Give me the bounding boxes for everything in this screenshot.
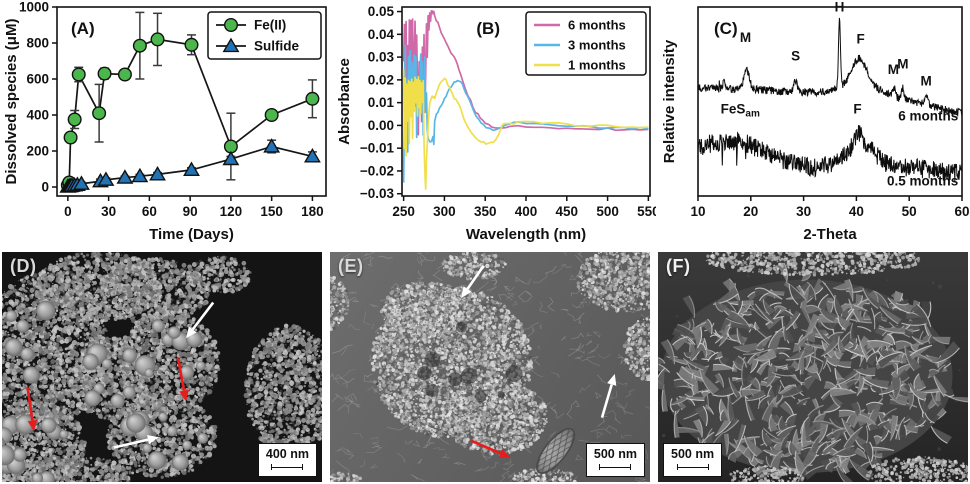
- y-tick-label: 0.02: [368, 72, 394, 87]
- scale-bar-line-e: [599, 464, 632, 470]
- xrd-trace-6 months: [697, 17, 963, 118]
- peak-annotation: FeSam: [721, 102, 760, 120]
- scale-bar-text-e: 500 nm: [593, 447, 637, 462]
- panel-e-sem-image: (E) 500 nm: [330, 252, 650, 482]
- panel-b-absorbance-chart: 250 300 350 400 450 500 550 −0.03 −0.02 −0.01 0.00…: [336, 0, 656, 246]
- white-annotation-arrow: [186, 301, 215, 339]
- y-tick-label: 600: [26, 72, 49, 87]
- scale-bar-line-d: [271, 464, 304, 470]
- y-tick-label: −0.02: [360, 163, 394, 178]
- panel-label-f: (F): [666, 256, 691, 276]
- peak-annotation: H: [835, 0, 845, 15]
- panel-letter-b: (B): [476, 19, 500, 38]
- y-tick-label: 0.05: [368, 4, 395, 19]
- plot-frame: [697, 6, 963, 197]
- y-axis-title: Dissolved species (μM): [3, 19, 20, 185]
- dissolved-species-plot: 0 30 60 90 120 150 180 0 200 400 600 800 1000 Time (D…: [3, 0, 327, 243]
- x-tick-label: 0: [64, 204, 72, 219]
- legend-label: Fe(II): [254, 18, 286, 33]
- white-annotation-arrow: [113, 434, 159, 449]
- peak-annotation: S: [791, 49, 800, 64]
- peak-annotation: M: [920, 73, 931, 88]
- x-tick-label: 30: [796, 204, 811, 219]
- x-tick-label: 40: [849, 204, 864, 219]
- spectrum-1 months: [402, 68, 649, 191]
- panel-d-sem-image: (D) 400 nm: [2, 252, 322, 482]
- panel-letter-c: (C): [714, 19, 738, 38]
- x-tick-label: 300: [433, 204, 456, 219]
- x-tick-label: 450: [556, 204, 579, 219]
- x-axis-title: Wavelength (nm): [466, 226, 586, 243]
- panel-f-sem-image: (F) 500 nm: [658, 252, 968, 482]
- xrd-pattern-plot: 10 20 30 40 50 60 2-Theta Relative intensity (C)…: [661, 0, 970, 243]
- x-tick-label: 60: [954, 204, 969, 219]
- red-annotation-arrow: [470, 439, 511, 458]
- legend-b: 6 months 3 months 1 months: [525, 11, 647, 76]
- x-tick-label: 10: [690, 204, 705, 219]
- x-tick-label: 30: [101, 204, 116, 219]
- panel-label-d: (D): [10, 256, 37, 276]
- annotation-arrows-e: [461, 265, 617, 458]
- y-tick-label: 1000: [19, 0, 49, 15]
- y-tick-label: 0.00: [368, 118, 394, 133]
- y-axis-title: Relative intensity: [661, 39, 678, 163]
- peak-annotation: F: [853, 102, 861, 117]
- y-tick-label: 200: [26, 144, 49, 159]
- legend-a: Fe(II) Sulfide: [207, 11, 322, 60]
- peak-annotation: M: [740, 30, 751, 45]
- red-annotation-arrow: [176, 357, 189, 402]
- panel-c-xrd-chart: 10 20 30 40 50 60 2-Theta Relative intensity (C)…: [658, 0, 970, 246]
- y-tick-label: 0.04: [368, 27, 395, 42]
- legend-label: 6 months: [568, 18, 626, 33]
- absorbance-spectra-plot: 250 300 350 400 450 500 550 −0.03 −0.02 −0.01 0.00…: [336, 4, 656, 243]
- series-Sulfide: [59, 138, 321, 193]
- scale-bar-d: 400 nm: [257, 443, 317, 477]
- scale-bar-e: 500 nm: [585, 443, 645, 477]
- x-tick-label: 120: [220, 204, 243, 219]
- peak-annotation: M: [897, 56, 908, 71]
- legend-label: 3 months: [568, 38, 626, 53]
- y-tick-label: −0.03: [360, 186, 395, 201]
- plot-frame: [56, 6, 327, 197]
- x-tick-label: 180: [301, 204, 324, 219]
- y-axis-title: Absorbance: [336, 58, 353, 145]
- x-axis-title: Time (Days): [149, 226, 234, 243]
- y-tick-label: −0.01: [360, 141, 395, 156]
- scale-bar-text-d: 400 nm: [265, 447, 309, 462]
- trace-name-label: 0.5 months: [887, 174, 958, 189]
- y-tick-label: 800: [26, 36, 49, 51]
- panel-a-dissolved-species-chart: 0 30 60 90 120 150 180 0 200 400 600 800 1000 Time (D…: [0, 0, 332, 246]
- annotation-arrows-d: [26, 301, 215, 449]
- y-tick-label: 0: [41, 180, 49, 195]
- x-tick-label: 400: [515, 204, 538, 219]
- x-tick-label: 60: [142, 204, 157, 219]
- x-axis-title: 2-Theta: [803, 226, 857, 243]
- x-tick-label: 250: [392, 204, 415, 219]
- y-tick-label: 0.01: [368, 95, 395, 110]
- x-tick-label: 90: [183, 204, 198, 219]
- white-annotation-arrow: [461, 265, 485, 298]
- y-tick-label: 0.03: [368, 50, 395, 65]
- x-tick-label: 50: [902, 204, 917, 219]
- panel-label-e: (E): [338, 256, 364, 276]
- scale-bar-text-f: 500 nm: [671, 447, 715, 462]
- peak-annotation: M: [888, 62, 899, 77]
- white-annotation-arrow: [600, 373, 617, 418]
- scale-bar-line-f: [676, 464, 709, 470]
- x-tick-label: 500: [596, 204, 619, 219]
- scale-bar-f: 500 nm: [663, 443, 723, 477]
- legend-label: 1 months: [568, 58, 626, 73]
- legend-label: Sulfide: [254, 39, 299, 54]
- panel-letter-a: (A): [71, 19, 95, 38]
- peak-annotation: F: [856, 32, 864, 47]
- x-tick-label: 150: [260, 204, 283, 219]
- trace-name-label: 6 months: [898, 108, 958, 123]
- y-tick-label: 400: [26, 108, 49, 123]
- xrd-trace-0.5 months: [697, 124, 963, 182]
- red-annotation-arrow: [26, 387, 38, 432]
- x-tick-label: 350: [474, 204, 497, 219]
- x-tick-label: 20: [743, 204, 758, 219]
- x-tick-label: 550: [637, 204, 656, 219]
